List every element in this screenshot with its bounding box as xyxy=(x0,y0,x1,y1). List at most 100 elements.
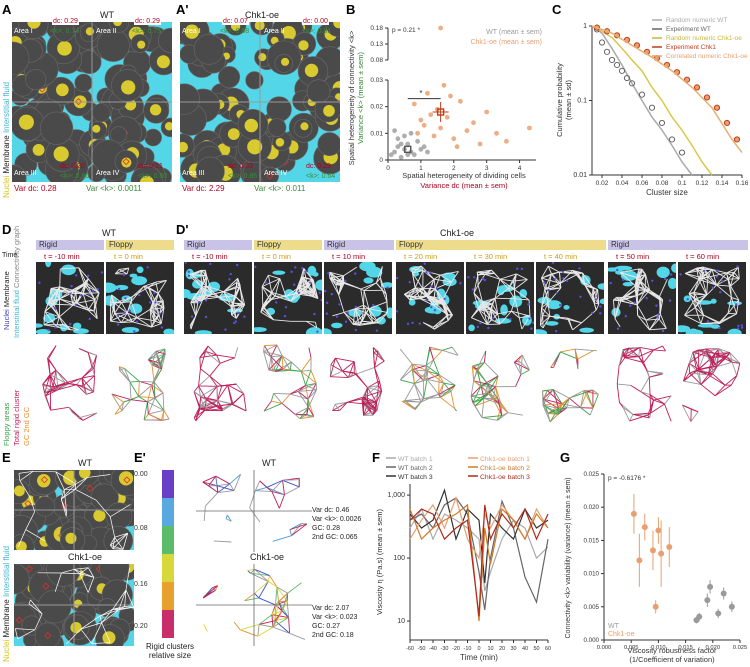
series-point xyxy=(703,94,711,101)
graph-edge xyxy=(81,377,94,393)
x-tick-label: 50 xyxy=(533,646,539,652)
graph-edge xyxy=(632,412,651,415)
chk-micrograph xyxy=(180,22,340,182)
graph-edge xyxy=(271,292,287,297)
graph-edge xyxy=(155,293,159,303)
graph-edge xyxy=(577,350,594,360)
graph-edge xyxy=(617,383,631,386)
chk-point xyxy=(649,547,656,554)
connectivity-edge xyxy=(60,483,76,500)
connectivity-edge xyxy=(28,599,31,605)
graph-edge xyxy=(298,389,317,392)
nucleus xyxy=(70,621,82,634)
graph-edge xyxy=(335,357,355,363)
graph-edge xyxy=(307,398,315,417)
graph-edge xyxy=(298,287,315,294)
nucleus-dot xyxy=(122,273,126,277)
graph-edge xyxy=(618,349,624,366)
nucleus-dot xyxy=(294,266,297,269)
graph-edge xyxy=(288,617,291,634)
wt-dc-2: dc: 0.29 xyxy=(134,18,161,25)
nucleus xyxy=(323,105,335,117)
graph-edge xyxy=(121,401,125,411)
graph-edge xyxy=(411,363,424,381)
graph-edge xyxy=(700,384,716,397)
graph-edge xyxy=(622,407,630,422)
graph-edge xyxy=(497,415,503,421)
graph-edge xyxy=(255,486,267,492)
graph-edge xyxy=(153,314,160,321)
graph-edge xyxy=(374,360,385,368)
graph-edge xyxy=(209,375,222,387)
panel-b-letter: B xyxy=(346,2,356,17)
graph-edge xyxy=(299,407,309,419)
graph-edge xyxy=(659,279,668,297)
graph-edge xyxy=(270,344,278,357)
nucleus-dot xyxy=(735,303,738,306)
graph-edge xyxy=(433,350,443,361)
fluid-patch xyxy=(163,328,174,334)
graph-edge xyxy=(379,266,383,279)
graph-edge xyxy=(153,366,161,383)
e-wt-micrograph xyxy=(14,470,134,550)
dividing-cell-marker xyxy=(15,616,23,624)
nucleus-dot xyxy=(184,262,188,264)
graph-edge xyxy=(151,364,160,368)
graph-edge xyxy=(281,355,291,371)
graph-edge xyxy=(334,404,340,411)
fluid-patch xyxy=(546,300,562,310)
fluid-patch xyxy=(500,304,508,316)
graph-edge xyxy=(216,354,235,359)
graph-edge xyxy=(334,401,348,405)
graph-edge xyxy=(126,312,133,323)
nucleus-dot xyxy=(702,269,706,273)
graph-edge xyxy=(694,294,707,308)
panel-d-side-bottom3: GC 2nd GC xyxy=(22,407,31,446)
graph-edge xyxy=(254,569,269,582)
cell xyxy=(180,83,200,115)
nucleus-dot xyxy=(290,270,293,274)
nucleus-dot xyxy=(338,303,341,306)
legend-entry: Experiment Chk1 xyxy=(666,44,716,51)
graph-edge xyxy=(363,290,365,306)
nucleus-dot xyxy=(423,262,426,265)
graph-edge xyxy=(471,366,474,368)
graph-edge xyxy=(700,373,714,385)
e2-chk-gc2: 2nd GC: 0.18 xyxy=(312,632,354,639)
graph-edge xyxy=(683,380,702,385)
graph-edge xyxy=(363,401,377,416)
graph-edge xyxy=(494,279,501,299)
graph-edge xyxy=(190,302,197,317)
series-point xyxy=(668,136,676,143)
e-label-fluid: Interstitial fluid xyxy=(2,545,11,598)
scale-label-1: Rigid clusters xyxy=(145,642,194,651)
graph-edge xyxy=(118,269,128,275)
nucleus-dot xyxy=(553,277,556,281)
graph-edge xyxy=(361,398,364,404)
graph-edge xyxy=(645,319,650,330)
graph-edge xyxy=(438,391,452,395)
chk-point xyxy=(444,114,450,120)
graph-edge xyxy=(374,351,379,368)
wt-k-2: <k>: 0.75 xyxy=(132,28,162,35)
graph-edge xyxy=(550,361,556,368)
cell xyxy=(193,33,225,65)
connectivity-edge xyxy=(95,499,111,517)
graph-edge xyxy=(540,315,551,326)
graph-edge xyxy=(363,305,367,313)
dividing-cell-marker xyxy=(24,500,32,508)
nucleus-dot xyxy=(426,299,429,302)
graph-edge xyxy=(123,399,132,403)
graph-edge xyxy=(495,297,516,300)
graph-edge xyxy=(736,363,741,376)
graph-edge xyxy=(385,294,389,313)
graph-edge xyxy=(82,282,87,294)
connectivity-edge xyxy=(87,567,95,578)
graph-edge xyxy=(727,297,732,314)
graph-edge xyxy=(624,357,644,363)
graph-edge xyxy=(162,418,170,421)
graph-edge xyxy=(374,402,377,412)
graph-edge xyxy=(147,397,156,403)
chk-point xyxy=(484,109,490,115)
graph-edge xyxy=(404,400,416,409)
